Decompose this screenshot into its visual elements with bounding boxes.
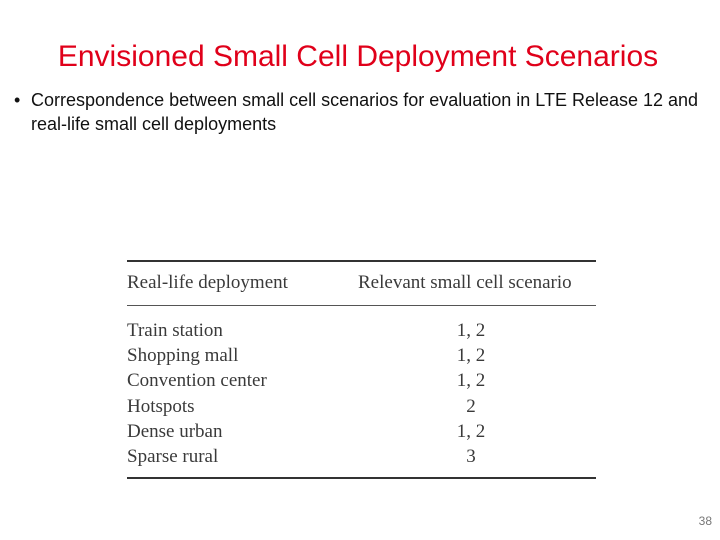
page-number: 38 (698, 514, 712, 528)
cell-deployment: Shopping mall (127, 345, 239, 367)
cell-scenario: 1, 2 (456, 320, 486, 341)
header-real-life-deployment: Real-life deployment (127, 272, 288, 293)
table-row: Shopping mall 1, 2 (127, 343, 596, 368)
cell-deployment: Convention center (127, 370, 267, 392)
table-top-rule (127, 260, 596, 262)
cell-scenario: 1, 2 (456, 420, 486, 442)
table-row: Dense urban 1, 2 (127, 419, 596, 444)
cell-scenario: 2 (466, 395, 476, 417)
cell-scenario: 1, 2 (456, 345, 486, 367)
slide-title: Envisioned Small Cell Deployment Scenari… (57, 40, 659, 73)
cell-deployment: Hotspots (127, 395, 195, 417)
table-row: Sparse rural 3 (127, 444, 596, 469)
cell-scenario: 3 (466, 445, 476, 467)
table-row: Train station 1, 2 (127, 318, 596, 343)
cell-deployment: Dense urban (127, 420, 223, 442)
table-bottom-rule (127, 477, 596, 480)
bullet-item: • Correspondence between small cell scen… (14, 88, 704, 136)
cell-deployment: Train station (127, 320, 223, 341)
table-header-row: Real-life deployment Relevant small cell… (127, 262, 596, 297)
cell-deployment: Sparse rural (127, 445, 219, 467)
deployment-table: Real-life deployment Relevant small cell… (127, 260, 596, 480)
bullet-text: Correspondence between small cell scenar… (31, 90, 699, 134)
cell-scenario: 1, 2 (456, 370, 486, 392)
header-relevant-scenario: Relevant small cell scenario (358, 272, 572, 293)
table-row: Convention center 1, 2 (127, 368, 596, 393)
table-body: Train station 1, 2 Shopping mall 1, 2 Co… (127, 306, 596, 469)
table-header-rule (127, 305, 596, 306)
table-row: Hotspots 2 (127, 394, 596, 419)
bullet-marker: • (14, 90, 21, 110)
